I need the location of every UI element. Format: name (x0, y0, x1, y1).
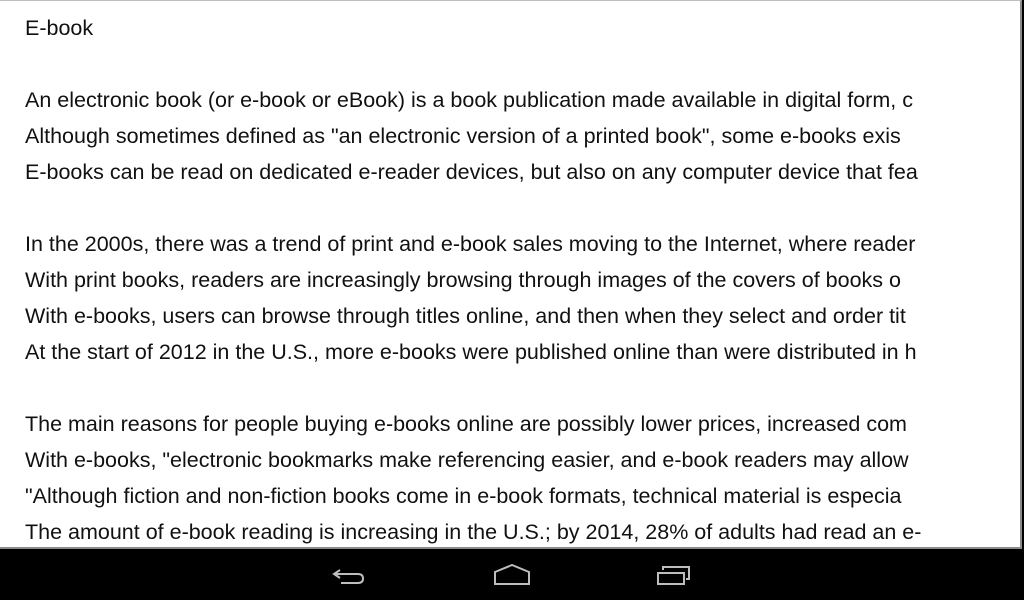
document-view[interactable]: E-book An electronic book (or e-book or … (0, 0, 1022, 549)
text-line: At the start of 2012 in the U.S., more e… (25, 340, 917, 364)
back-icon (332, 569, 365, 584)
document-title: E-book (25, 16, 94, 40)
text-line: The amount of e-book reading is increasi… (25, 520, 922, 544)
text-line: Although sometimes defined as "an electr… (25, 124, 901, 148)
recent-apps-icon (657, 566, 690, 585)
back-button[interactable] (320, 559, 380, 593)
recent-apps-button[interactable] (644, 559, 704, 593)
navigation-bar (0, 551, 1024, 600)
text-line: The main reasons for people buying e-boo… (25, 412, 907, 436)
text-line: E-books can be read on dedicated e-reade… (25, 160, 918, 184)
text-line: With print books, readers are increasing… (25, 268, 901, 292)
text-line: An electronic book (or e-book or eBook) … (25, 88, 913, 112)
text-line: "Although fiction and non-fiction books … (25, 484, 902, 508)
home-button[interactable] (482, 559, 542, 593)
home-icon (494, 564, 530, 585)
text-line: In the 2000s, there was a trend of print… (25, 232, 916, 256)
text-line: With e-books, "electronic bookmarks make… (25, 448, 909, 472)
text-line: With e-books, users can browse through t… (25, 304, 906, 328)
